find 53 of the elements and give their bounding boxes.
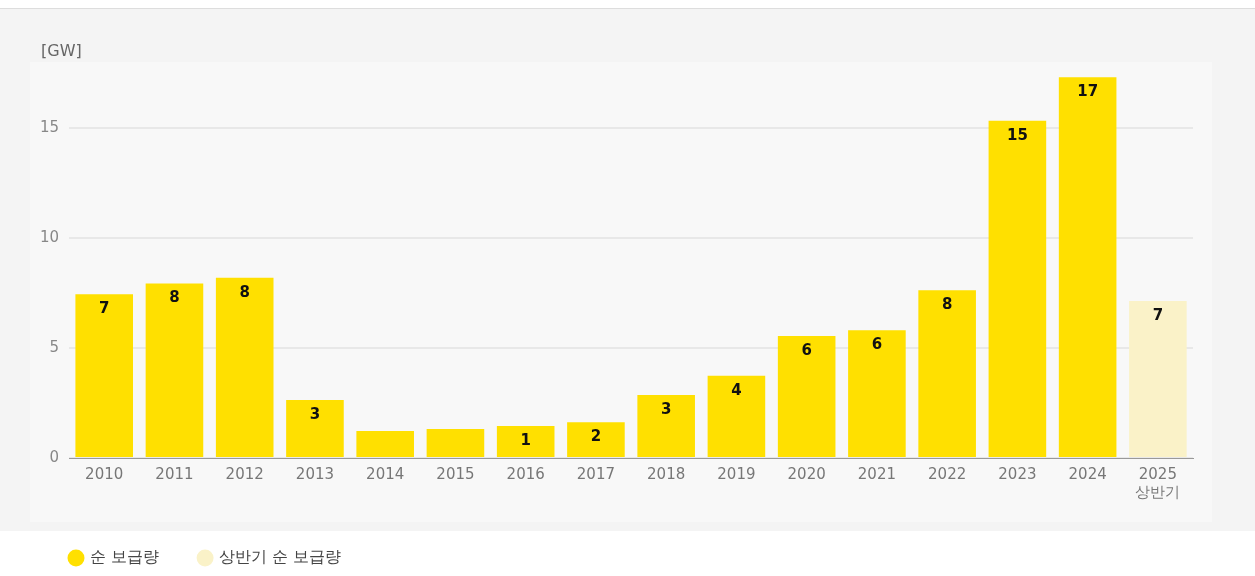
x-tick-label: 2017: [576, 464, 616, 483]
bar: [567, 422, 625, 457]
legend-label: 순 보급량: [90, 547, 160, 567]
x-tick-label: 2011: [155, 464, 194, 483]
data-label: 1: [520, 430, 531, 449]
x-tick-label: 2024: [1068, 464, 1107, 483]
data-label: 8: [169, 288, 180, 307]
data-label: 15: [1006, 125, 1028, 144]
data-label: 7: [1152, 305, 1164, 324]
x-tick-label: 2019: [717, 464, 756, 483]
data-label: 8: [239, 282, 250, 301]
x-tick-label: 2022: [928, 464, 967, 483]
data-label: 3: [660, 399, 672, 418]
y-tick-label: 10: [39, 227, 60, 246]
y-axis-title: [GW]: [41, 41, 82, 61]
bar: [356, 430, 414, 457]
x-tick-label: 2015: [436, 464, 475, 483]
y-tick-label: 15: [39, 117, 60, 136]
bar: [777, 335, 836, 457]
x-tick-label: 2020: [787, 464, 826, 483]
bar: [426, 428, 485, 457]
legend-label: 상반기 순 보급량: [219, 547, 342, 567]
x-tick-label: 2021: [857, 464, 896, 483]
y-tick-label: 0: [49, 447, 60, 466]
y-tick-label: 5: [49, 337, 60, 356]
bar: [707, 375, 766, 457]
x-tick-label: 2018: [647, 464, 686, 483]
data-label: 2: [590, 427, 602, 446]
bar: [848, 330, 906, 457]
x-tick-label: 2010: [85, 464, 124, 483]
bar: [1058, 77, 1117, 457]
bar: [215, 277, 274, 457]
data-label: 6: [801, 340, 812, 359]
data-label: 6: [871, 335, 883, 354]
x-tick-label: 2016: [506, 464, 545, 483]
x-tick-label: 2014: [366, 464, 405, 483]
bar: [988, 120, 1047, 457]
bar: [286, 399, 344, 457]
data-label: 3: [309, 404, 321, 423]
data-label: 17: [1077, 82, 1099, 101]
bar: [1129, 300, 1187, 457]
data-label: 4: [731, 380, 742, 399]
data-label: 8: [941, 295, 953, 314]
bar: [145, 283, 204, 457]
bar: [637, 395, 695, 457]
x-tick-label: 2023: [998, 464, 1037, 483]
data-label: 7: [98, 299, 110, 318]
x-tick-label: 2012: [225, 464, 264, 483]
bar: [918, 290, 976, 457]
bar: [496, 426, 555, 457]
x-tick-label: 2025 상반기: [1135, 464, 1181, 501]
bar: [75, 294, 134, 457]
x-tick-label: 2013: [295, 464, 335, 483]
